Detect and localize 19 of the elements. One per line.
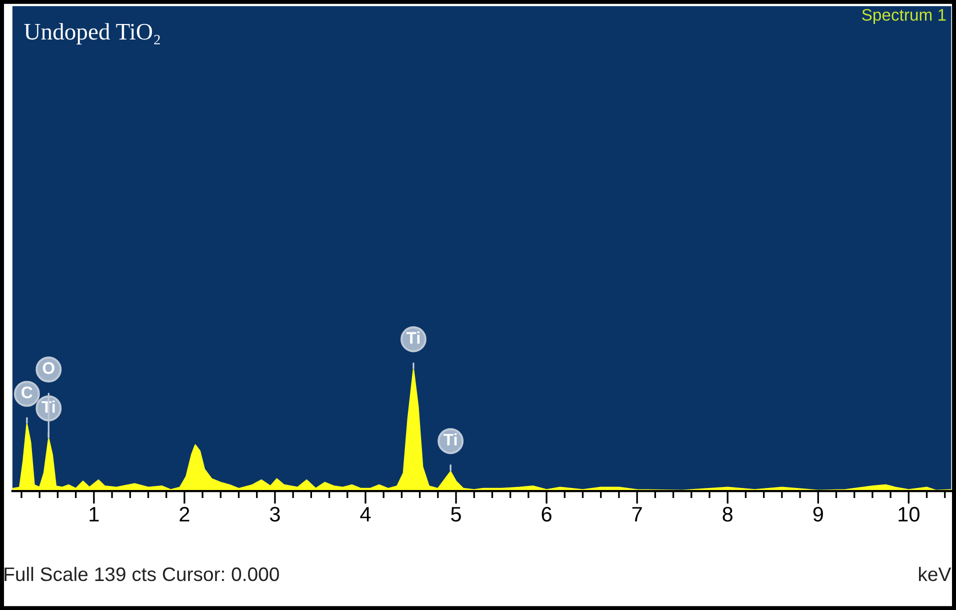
x-tick-label: 7 (632, 507, 642, 522)
chart-subtitle: Spectrum 1 (862, 8, 946, 24)
x-tick-label: 10 (898, 506, 920, 522)
annotation: C (22, 386, 32, 398)
x-tick-label: 5 (451, 507, 461, 522)
annotation: Ti (406, 331, 420, 344)
annotation: O (42, 362, 54, 374)
x-tick-label: 9 (813, 506, 823, 522)
x-tick-label: 8 (722, 506, 732, 522)
x-tick-label: 1 (90, 507, 99, 522)
x-axis-title: keV (919, 566, 952, 582)
x-tick-label: 3 (270, 506, 280, 522)
x-tick-label: 6 (542, 506, 552, 522)
annotation: Ti (42, 400, 55, 413)
text: Full Scale 139 cts Cursor: 0.000 (4, 566, 279, 582)
chart-title: Undoped TiO₂ (24, 23, 160, 44)
x-tick-label: 2 (180, 506, 190, 522)
annotation: Ti (444, 433, 457, 446)
x-tick-label: 4 (360, 507, 371, 522)
